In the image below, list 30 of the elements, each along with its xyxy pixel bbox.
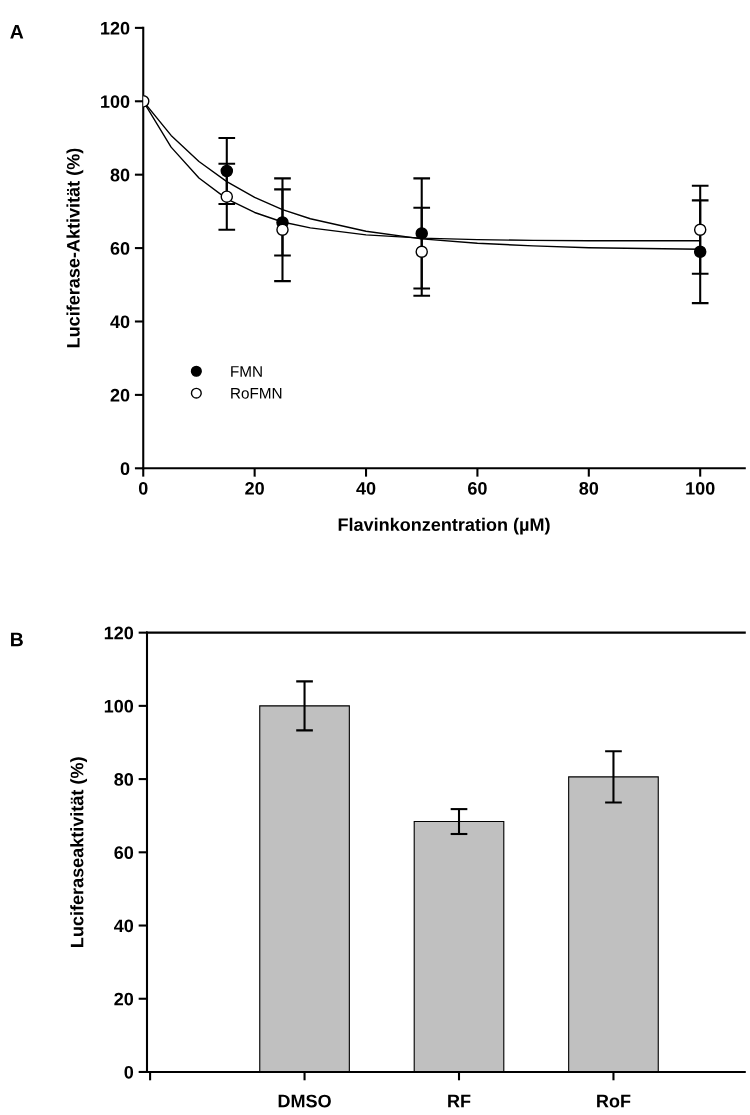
y-tick-label: 0 [120, 462, 130, 476]
y-tick-label: 100 [104, 699, 134, 713]
y-tick-label: 80 [114, 773, 134, 786]
y-tick-label: 60 [110, 242, 130, 255]
y-tick-label: 40 [110, 315, 130, 329]
y-tick-label: 20 [114, 992, 134, 1006]
x-tick-label: RF [448, 1094, 471, 1108]
text: B [11, 632, 23, 647]
legend-label: FMN [231, 366, 262, 377]
y-tick-label: 60 [114, 846, 134, 860]
x-tick-label: RoF [597, 1094, 631, 1108]
y-tick-label: 80 [110, 168, 130, 182]
y-axis-title: Luciferase-Aktivität (%) [66, 148, 84, 348]
x-tick-label: 20 [245, 481, 264, 495]
x-axis-title: Flavinkonzentration (µM) [338, 517, 550, 535]
y-tick-label: 100 [101, 95, 130, 108]
y-tick-label: 120 [104, 626, 134, 640]
y-axis-title: Luciferaseaktivität (%) [70, 757, 88, 947]
text: A [10, 25, 24, 39]
y-tick-label: 0 [124, 1065, 134, 1079]
y-tick-label: 120 [101, 21, 130, 35]
x-tick-label: 100 [686, 481, 715, 495]
y-tick-label: 40 [114, 919, 134, 933]
legend-label: RoFMN [231, 388, 282, 399]
x-tick-label: DMSO [278, 1094, 331, 1108]
x-tick-label: 40 [356, 481, 376, 495]
y-tick-label: 20 [110, 388, 130, 402]
x-tick-label: 0 [138, 481, 148, 495]
x-tick-label: 80 [579, 481, 599, 495]
x-tick-label: 60 [468, 481, 487, 495]
